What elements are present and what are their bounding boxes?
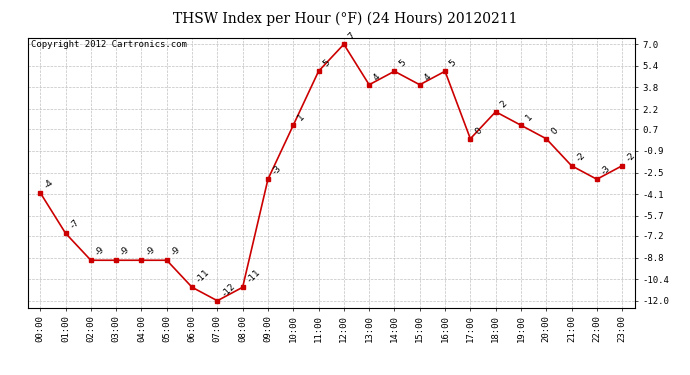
Text: -11: -11 — [195, 268, 212, 285]
Text: 5: 5 — [322, 58, 332, 69]
Text: -9: -9 — [119, 245, 132, 258]
Text: -12: -12 — [220, 281, 237, 298]
Text: -3: -3 — [600, 164, 612, 177]
Text: -2: -2 — [574, 150, 587, 163]
Text: 0: 0 — [473, 126, 484, 136]
Text: -9: -9 — [144, 245, 157, 258]
Text: 4: 4 — [372, 72, 382, 82]
Text: 0: 0 — [549, 126, 560, 136]
Text: 1: 1 — [524, 112, 534, 123]
Text: 1: 1 — [296, 112, 306, 123]
Text: 4: 4 — [422, 72, 433, 82]
Text: -3: -3 — [270, 164, 284, 177]
Text: THSW Index per Hour (°F) (24 Hours) 20120211: THSW Index per Hour (°F) (24 Hours) 2012… — [172, 11, 518, 26]
Text: -2: -2 — [625, 150, 638, 163]
Text: 5: 5 — [448, 58, 458, 69]
Text: -11: -11 — [246, 268, 262, 285]
Text: 7: 7 — [346, 31, 357, 42]
Text: -9: -9 — [170, 245, 182, 258]
Text: -7: -7 — [68, 218, 81, 231]
Text: Copyright 2012 Cartronics.com: Copyright 2012 Cartronics.com — [30, 40, 186, 49]
Text: 5: 5 — [397, 58, 408, 69]
Text: -4: -4 — [43, 177, 56, 190]
Text: 2: 2 — [498, 99, 509, 109]
Text: -9: -9 — [94, 245, 106, 258]
